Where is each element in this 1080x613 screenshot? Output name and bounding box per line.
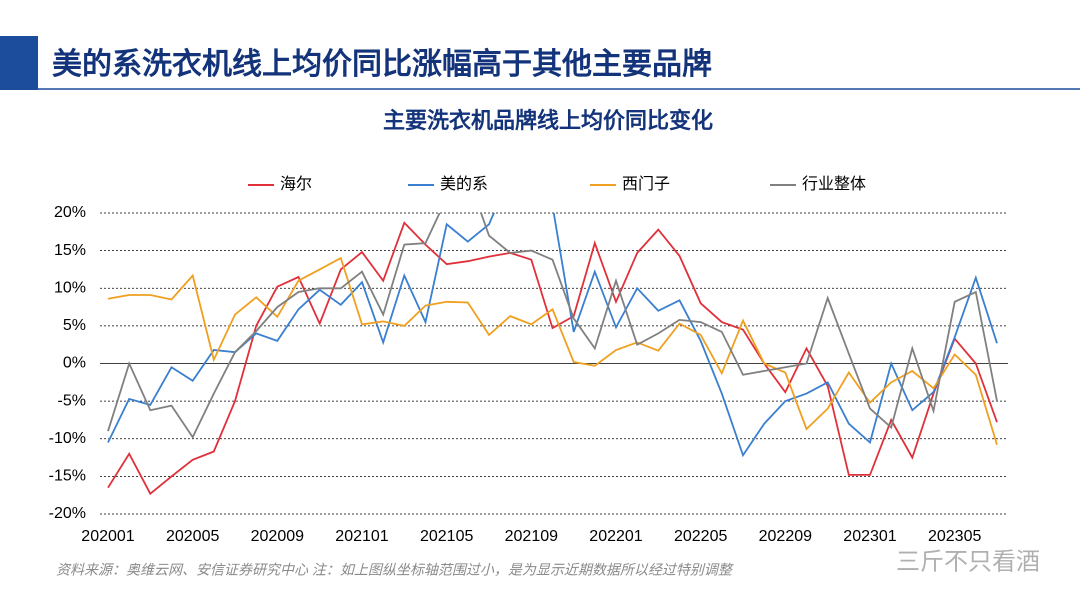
y-tick-label: 10% — [54, 279, 86, 296]
y-tick-label: -15% — [49, 468, 86, 485]
y-tick-label: 15% — [54, 242, 86, 259]
x-tick-label: 202101 — [335, 528, 388, 545]
x-tick-label: 202305 — [928, 528, 981, 545]
legend-label: 海尔 — [280, 175, 312, 193]
header-block — [0, 36, 38, 90]
source-note: 资料来源：奥维云网、安信证券研究中心 注：如上图纵坐标轴范围过小，是为显示近期数… — [56, 562, 734, 578]
series-line — [107, 213, 998, 458]
slide-title: 美的系洗衣机线上均价同比涨幅高于其他主要品牌 — [52, 47, 712, 81]
legend-label: 西门子 — [622, 175, 670, 193]
x-tick-label: 202109 — [505, 528, 558, 545]
x-tick-label: 202005 — [166, 528, 219, 545]
x-tick-label: 202301 — [843, 528, 896, 545]
series-line — [107, 221, 998, 496]
x-tick-label: 202209 — [759, 528, 812, 545]
x-tick-label: 202205 — [674, 528, 727, 545]
series-line — [107, 213, 998, 440]
y-tick-label: 0% — [63, 355, 86, 372]
y-tick-label: 20% — [54, 204, 86, 221]
legend-label: 美的系 — [440, 175, 488, 193]
legend-label: 行业整体 — [802, 175, 866, 193]
y-tick-label: -5% — [58, 392, 86, 409]
x-tick-label: 202001 — [81, 528, 134, 545]
watermark: 三斤不只看酒 — [896, 548, 1040, 575]
series-line — [107, 256, 998, 446]
plot-lines — [107, 213, 998, 496]
y-tick-label: 5% — [63, 317, 86, 334]
x-tick-label: 202009 — [251, 528, 304, 545]
chart-title: 主要洗衣机品牌线上均价同比变化 — [383, 108, 713, 133]
y-tick-label: -10% — [49, 430, 86, 447]
x-tick-label: 202201 — [589, 528, 642, 545]
x-tick-label: 202105 — [420, 528, 473, 545]
y-tick-label: -20% — [49, 505, 86, 522]
